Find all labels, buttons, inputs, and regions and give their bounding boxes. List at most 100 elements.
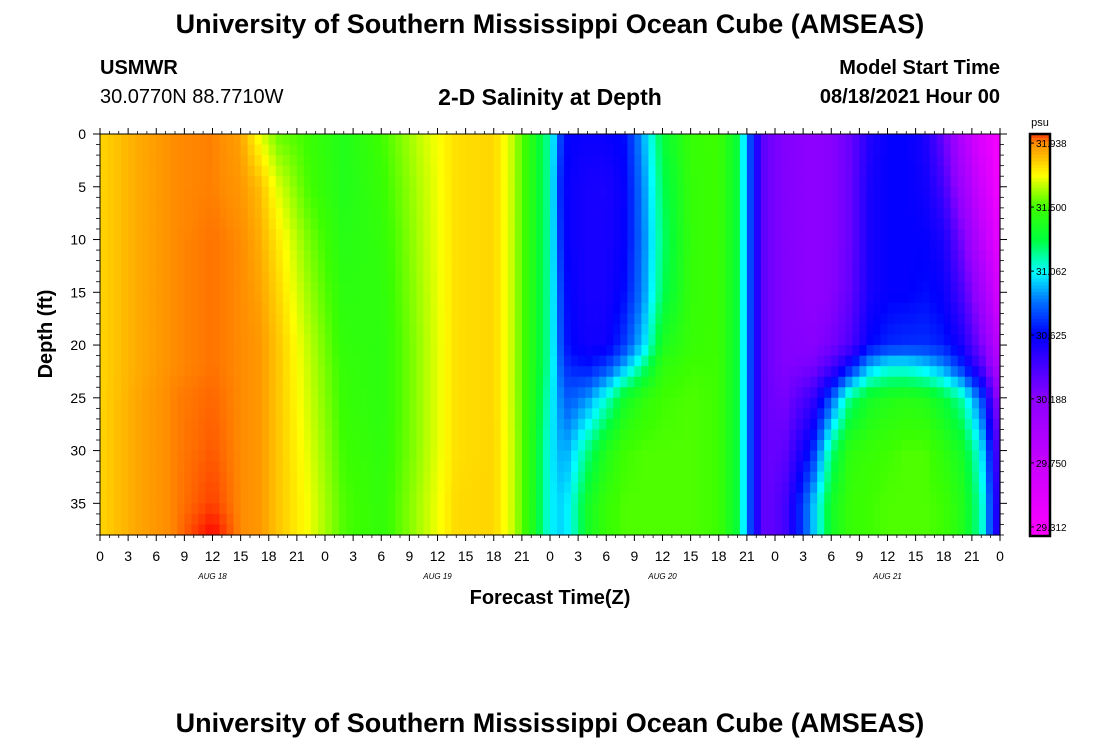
heatmap-cell: [163, 239, 171, 251]
x-tick-label: 18: [711, 548, 727, 564]
heatmap-cell: [339, 355, 347, 367]
heatmap-cell: [121, 345, 129, 357]
heatmap-cell: [775, 376, 783, 388]
heatmap-cell: [824, 334, 832, 346]
heatmap-cell: [303, 260, 312, 272]
heatmap-cell: [479, 440, 488, 452]
heatmap-cell: [690, 345, 699, 357]
heatmap-cell: [796, 524, 804, 536]
heatmap-cell: [325, 134, 333, 146]
heatmap-cell: [711, 482, 720, 494]
heatmap-cell: [992, 155, 1001, 167]
heatmap-cell: [310, 176, 319, 188]
heatmap-cell: [486, 207, 495, 220]
heatmap-cell: [261, 355, 270, 367]
heatmap-cell: [486, 144, 495, 156]
heatmap-cell: [936, 155, 945, 167]
heatmap-cell: [767, 492, 776, 504]
heatmap-cell: [149, 144, 157, 156]
heatmap-cell: [521, 397, 530, 409]
heatmap-cell: [346, 376, 354, 388]
heatmap-cell: [718, 186, 727, 198]
heatmap-cell: [627, 418, 635, 431]
heatmap-cell: [746, 186, 755, 198]
heatmap-cell: [627, 176, 635, 188]
heatmap-cell: [247, 376, 256, 388]
heatmap-cell: [367, 440, 375, 452]
heatmap-cell: [177, 450, 185, 462]
heatmap-cell: [367, 355, 375, 367]
heatmap-cell: [627, 186, 635, 198]
heatmap-cell: [950, 461, 959, 473]
heatmap-cell: [528, 176, 537, 188]
heatmap-cell: [535, 366, 544, 378]
heatmap-cell: [535, 376, 544, 388]
heatmap-cell: [226, 302, 235, 314]
heatmap-cell: [275, 218, 284, 230]
heatmap-cell: [620, 482, 628, 494]
heatmap-cell: [135, 334, 143, 346]
heatmap-cell: [711, 355, 720, 367]
heatmap-cell: [191, 186, 200, 198]
heatmap-cell: [310, 355, 319, 367]
heatmap-cell: [205, 323, 214, 336]
heatmap-cell: [535, 292, 544, 304]
heatmap-cell: [500, 176, 509, 188]
heatmap-cell: [915, 334, 924, 346]
heatmap-cell: [177, 239, 185, 251]
heatmap-cell: [212, 186, 221, 198]
heatmap-cell: [564, 144, 572, 156]
heatmap-cell: [824, 292, 832, 304]
heatmap-cell: [585, 397, 593, 409]
heatmap-cell: [493, 165, 502, 177]
heatmap-cell: [669, 281, 678, 293]
heatmap-cell: [662, 408, 671, 420]
heatmap-cell: [943, 397, 952, 409]
heatmap-cell: [662, 355, 671, 367]
heatmap-cell: [648, 513, 657, 526]
heatmap-cell: [409, 471, 418, 483]
heatmap-cell: [606, 345, 614, 357]
heatmap-cell: [296, 376, 305, 388]
heatmap-cell: [388, 271, 396, 283]
heatmap-cell: [557, 376, 565, 388]
heatmap-cell: [542, 186, 551, 198]
heatmap-cell: [704, 492, 713, 504]
heatmap-cell: [458, 503, 467, 515]
heatmap-cell: [486, 155, 495, 167]
heatmap-cell: [571, 218, 579, 230]
heatmap-cell: [859, 302, 868, 314]
heatmap-cell: [789, 144, 797, 156]
heatmap-cell: [360, 429, 368, 441]
heatmap-cell: [887, 492, 896, 504]
heatmap-cell: [697, 228, 706, 241]
heatmap-cell: [810, 397, 818, 409]
heatmap-cell: [521, 345, 530, 357]
heatmap-cell: [395, 302, 403, 314]
heatmap-cell: [114, 250, 122, 262]
heatmap-cell: [528, 239, 537, 251]
heatmap-cell: [894, 503, 903, 515]
heatmap-cell: [669, 176, 678, 188]
heatmap-cell: [451, 397, 460, 409]
heatmap-cell: [437, 323, 446, 336]
heatmap-cell: [268, 176, 277, 188]
heatmap-cell: [423, 302, 432, 314]
heatmap-cell: [838, 429, 846, 441]
heatmap-cell: [261, 471, 270, 483]
heatmap-cell: [880, 186, 889, 198]
heatmap-cell: [156, 366, 164, 378]
heatmap-cell: [177, 228, 185, 241]
heatmap-cell: [437, 503, 446, 515]
heatmap-cell: [219, 176, 228, 188]
heatmap-cell: [866, 207, 875, 220]
heatmap-cell: [465, 197, 474, 209]
heatmap-cell: [894, 281, 903, 293]
heatmap-cell: [775, 281, 783, 293]
heatmap-cell: [296, 197, 305, 209]
heatmap-cell: [275, 302, 284, 314]
heatmap-cell: [760, 228, 769, 241]
heatmap-cell: [367, 228, 375, 241]
heatmap-cell: [346, 313, 354, 325]
heatmap-cell: [943, 165, 952, 177]
